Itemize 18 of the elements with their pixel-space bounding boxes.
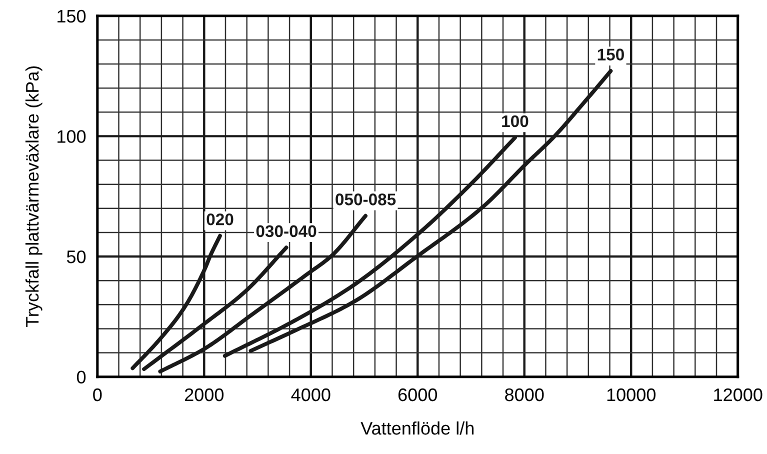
x-tick-label: 10000 <box>607 388 656 402</box>
y-tick-label: 150 <box>58 10 86 23</box>
y-axis-title: Tryckfall plattvärmeväxlare (kPa) <box>25 66 42 328</box>
x-tick-label: 4000 <box>291 388 330 402</box>
series-label: 100 <box>502 115 528 128</box>
series-label: 030-040 <box>256 225 316 238</box>
series-label: 150 <box>598 48 624 60</box>
x-tick-label: 8000 <box>505 388 544 402</box>
series-label: 020 <box>206 214 234 226</box>
x-tick-label: 12000 <box>714 388 762 402</box>
series-label: 050-085 <box>336 194 396 206</box>
x-tick-label: 2000 <box>184 388 224 402</box>
x-axis-title: Vattenflöde l/h <box>360 421 474 435</box>
y-tick-label: 100 <box>58 130 86 143</box>
x-tick-label: 0 <box>93 388 102 402</box>
y-tick-label: 0 <box>76 370 86 384</box>
x-tick-label: 6000 <box>398 388 438 402</box>
y-tick-label: 50 <box>66 250 86 264</box>
